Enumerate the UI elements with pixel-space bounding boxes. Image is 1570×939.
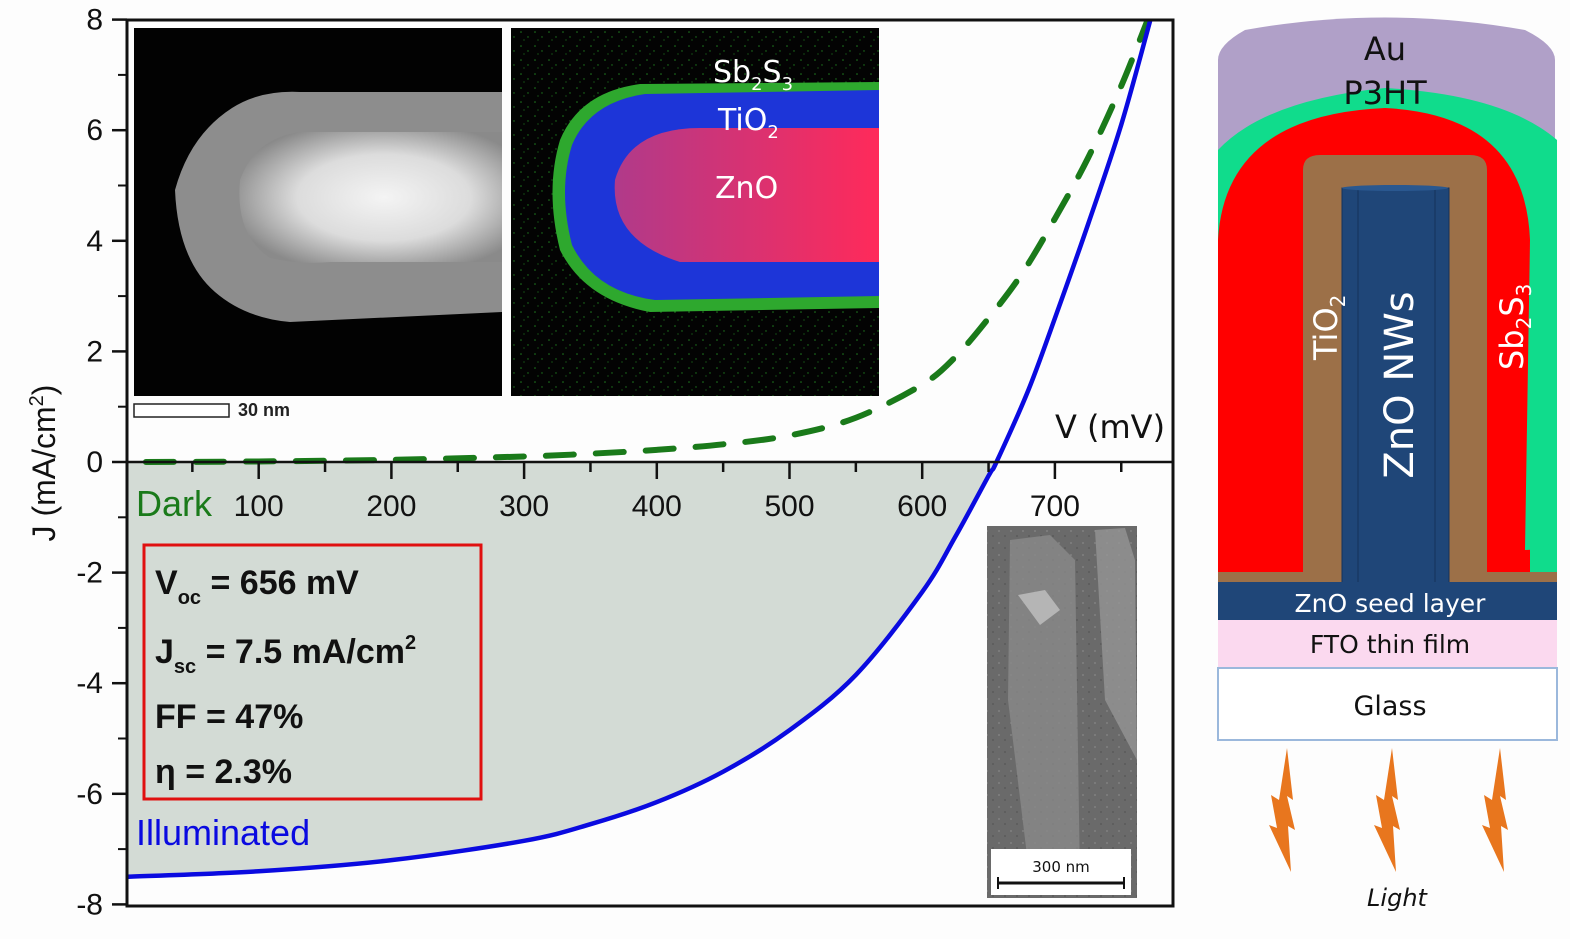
eds-zno-label: ZnO xyxy=(715,171,778,206)
illuminated-curve xyxy=(127,20,1153,879)
ff-value: FF = 47% xyxy=(155,698,303,736)
y-axis-title: J (mA/cm2) xyxy=(26,385,62,542)
y-tick-label: 6 xyxy=(86,114,103,147)
jsc-value: Jsc = 7.5 mA/cm2 xyxy=(155,632,416,678)
eds-tio2-label: TiO2 xyxy=(717,103,779,143)
jv-chart: 30 nm Sb2S3 TiO2 ZnO 300 nm 8 6 4 2 0 -2 -4 -6 -… xyxy=(26,4,1175,921)
fto-layer xyxy=(1218,620,1557,668)
y-tick-label: -4 xyxy=(76,667,103,700)
device-structure-diagram: Au P3HT TiO2 ZnO NWs Sb2S3 ZnO seed laye… xyxy=(1217,17,1558,912)
x-tick-label: 200 xyxy=(366,490,416,523)
x-tick-label: 400 xyxy=(632,490,682,523)
sem-inset: 300 nm xyxy=(987,526,1137,898)
sb2s3-label: Sb2S3 xyxy=(1493,284,1536,370)
light-bolt-icon xyxy=(1374,748,1400,872)
scale-bar-30nm xyxy=(133,403,230,418)
y-tick-label: -8 xyxy=(76,888,103,921)
legend-dark: Dark xyxy=(136,483,213,524)
zno-nanowire xyxy=(1341,187,1450,584)
light-bolt-icon xyxy=(1269,748,1295,872)
tio2-label: TiO2 xyxy=(1307,295,1350,361)
legend-illuminated: Illuminated xyxy=(136,812,310,853)
haadf-inset: 30 nm xyxy=(133,28,502,420)
seed-layer-label: ZnO seed layer xyxy=(1295,589,1487,618)
parameters-box: Voc = 656 mV Jsc = 7.5 mA/cm2 FF = 47% η… xyxy=(142,543,483,801)
y-tick-label: 2 xyxy=(86,335,103,368)
efficiency-value: η = 2.3% xyxy=(155,753,292,791)
x-tick-label: 100 xyxy=(234,490,284,523)
sem-scale-label: 300 nm xyxy=(1032,858,1090,876)
zno-nws-label: ZnO NWs xyxy=(1377,291,1423,478)
y-tick-label: -2 xyxy=(76,557,103,590)
y-tick-label: 0 xyxy=(86,446,103,479)
p3ht-label: P3HT xyxy=(1343,74,1427,112)
eds-sb2s3-label: Sb2S3 xyxy=(713,55,793,95)
fto-label: FTO thin film xyxy=(1310,630,1470,659)
x-axis: 100 200 300 400 500 600 700 xyxy=(191,462,1123,523)
light-bolt-icon xyxy=(1482,748,1508,872)
light-label: Light xyxy=(1367,884,1428,912)
haadf-scale-label: 30 nm xyxy=(238,400,290,420)
y-tick-label: -6 xyxy=(76,778,103,811)
zno-seed-layer xyxy=(1218,582,1557,620)
x-tick-label: 600 xyxy=(897,490,947,523)
eds-inset: Sb2S3 TiO2 ZnO xyxy=(511,28,879,396)
glass-layer xyxy=(1217,667,1558,741)
y-tick-label: 4 xyxy=(86,225,103,258)
y-tick-label: 8 xyxy=(86,4,103,37)
au-label: Au xyxy=(1364,30,1406,68)
power-quadrant-shade xyxy=(127,462,997,877)
x-tick-label: 300 xyxy=(499,490,549,523)
x-tick-label: 700 xyxy=(1030,490,1080,523)
x-axis-title: V (mV) xyxy=(1055,408,1165,446)
y-axis: 8 6 4 2 0 -2 -4 -6 -8 xyxy=(76,4,127,921)
x-tick-label: 500 xyxy=(764,490,814,523)
voc-value: Voc = 656 mV xyxy=(155,564,359,609)
glass-label: Glass xyxy=(1353,691,1426,722)
dark-curve xyxy=(142,20,1151,465)
